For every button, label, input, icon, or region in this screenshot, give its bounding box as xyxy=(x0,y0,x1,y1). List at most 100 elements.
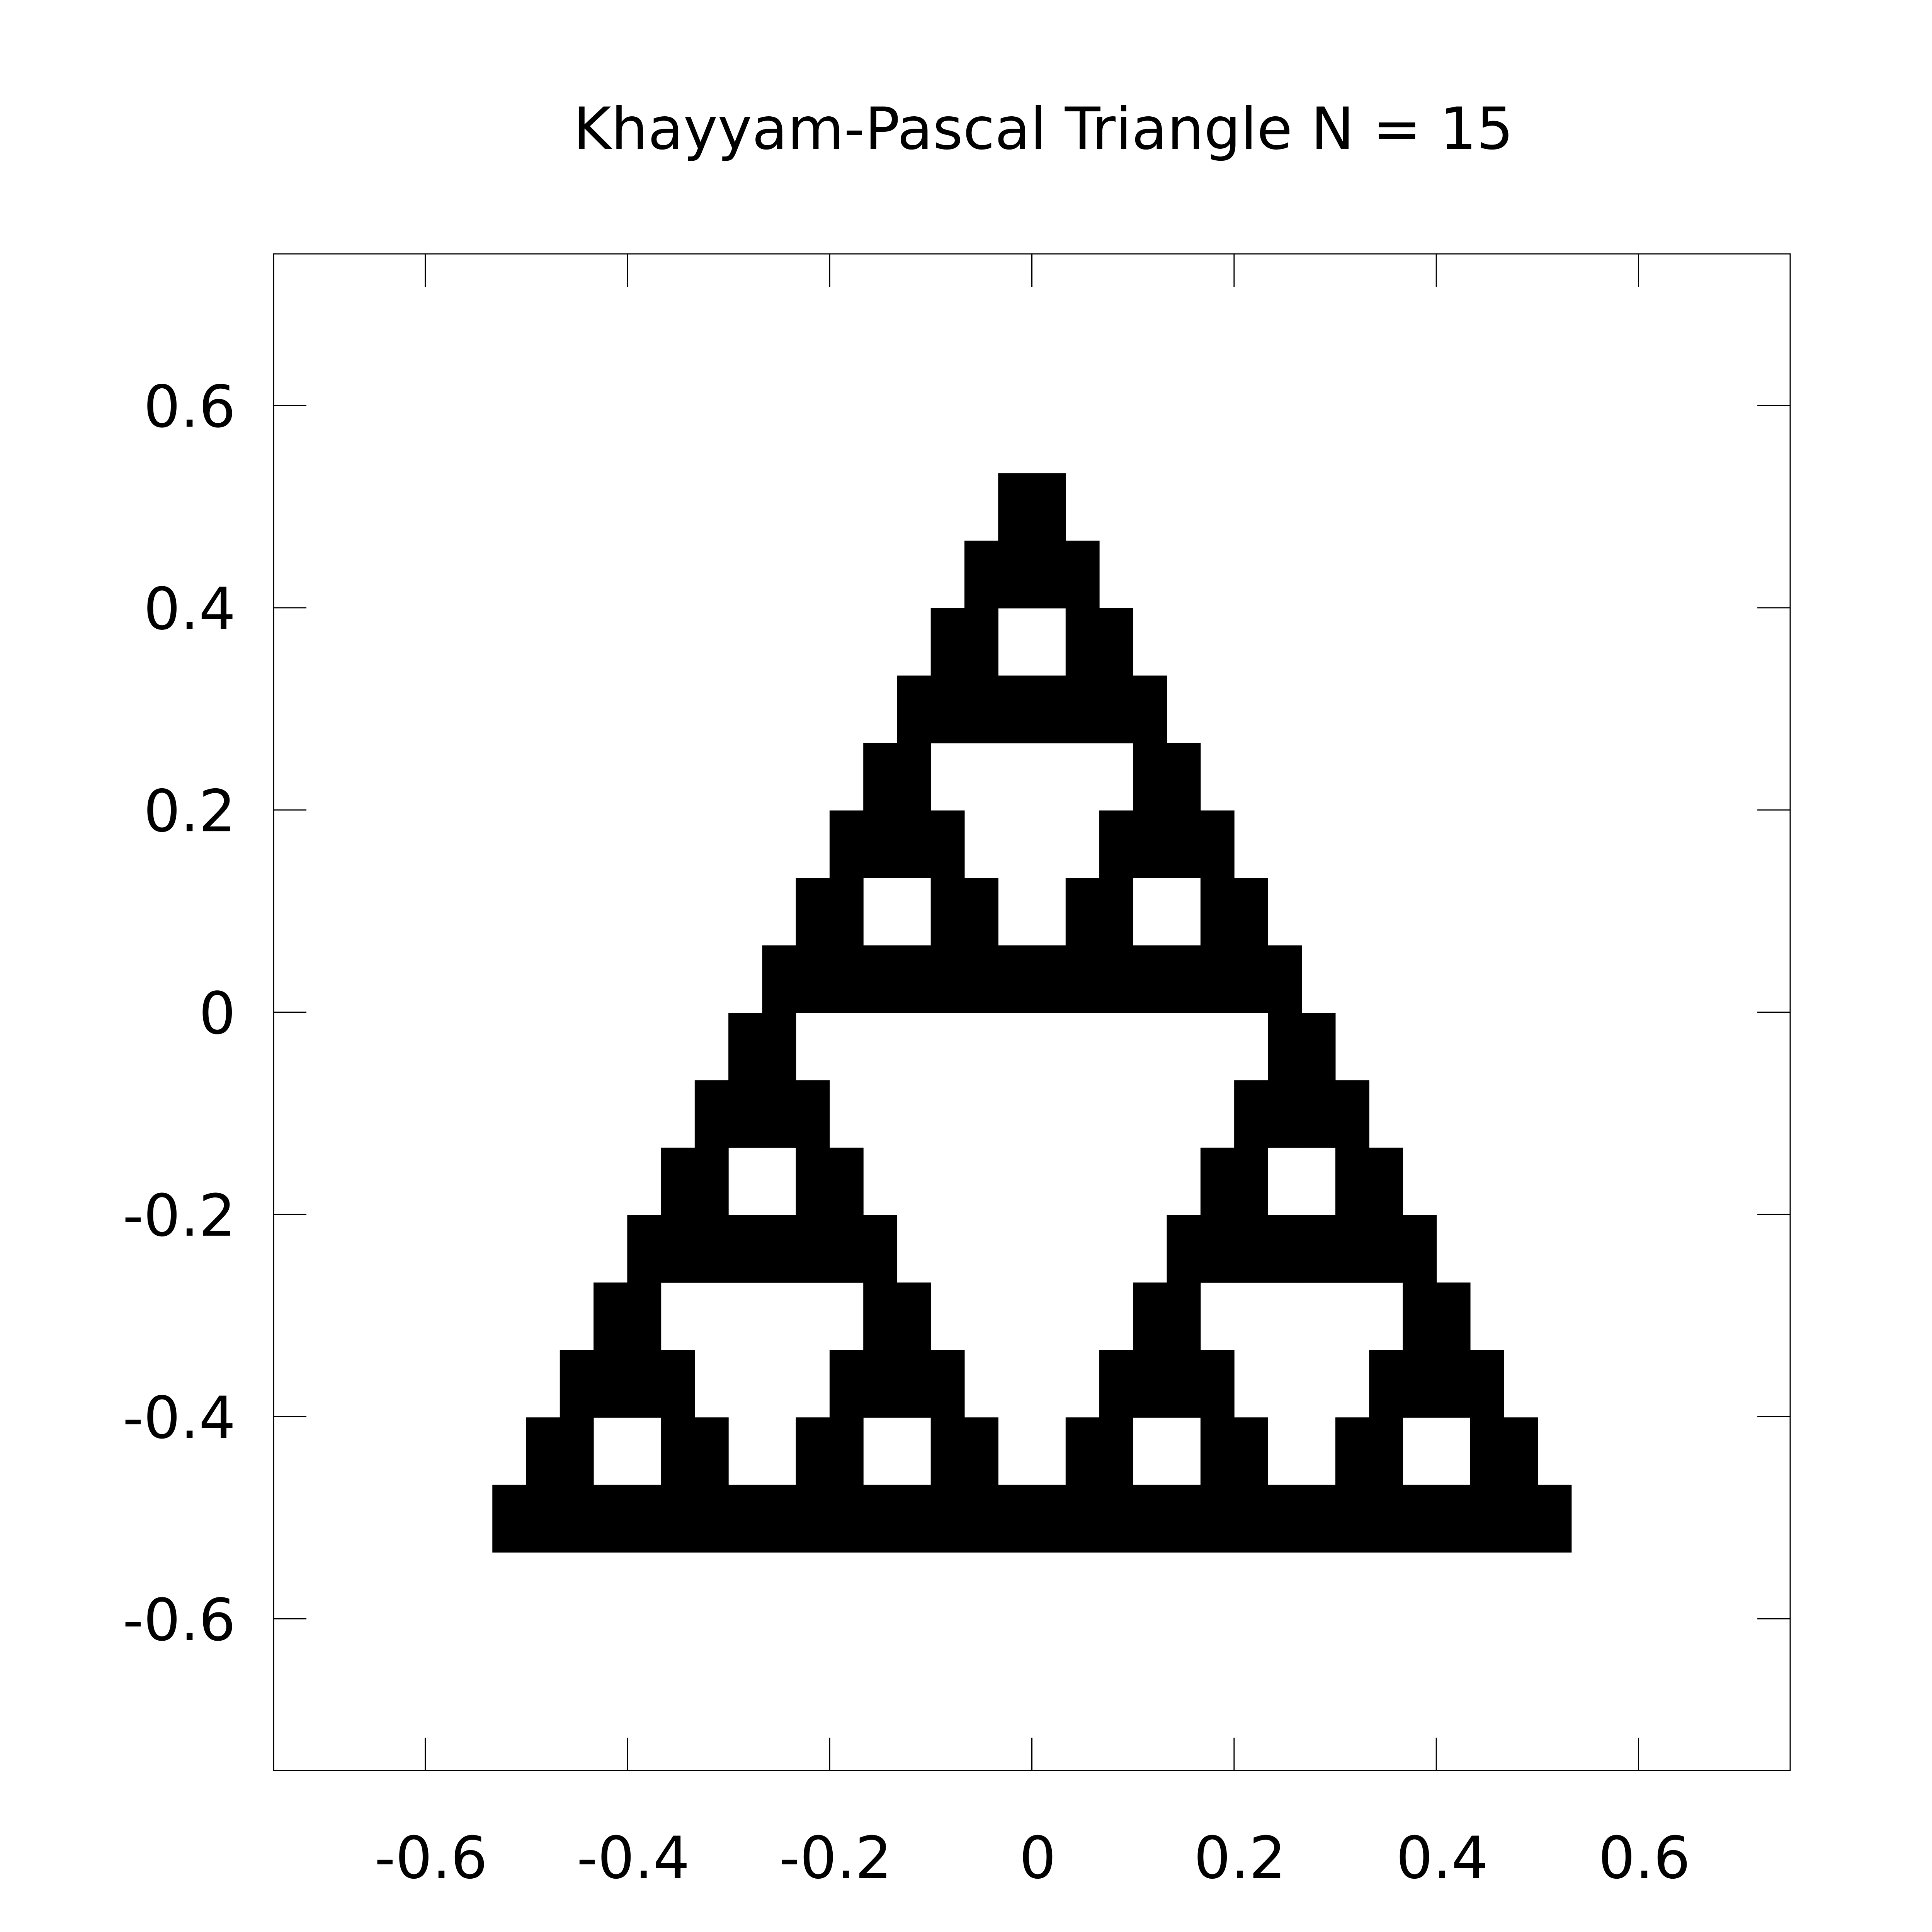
triangle-cell xyxy=(1065,1417,1133,1485)
triangle-cell xyxy=(863,743,931,811)
triangle-cell xyxy=(661,1148,729,1216)
triangle-cell xyxy=(930,1417,998,1485)
y-tick-labels: -0.6 -0.4 -0.2 0 0.2 0.4 0.6 xyxy=(122,374,236,1654)
triangle-cell xyxy=(694,1215,762,1283)
triangle-cell xyxy=(1335,1417,1403,1485)
triangle-cell xyxy=(897,675,965,743)
triangle-cell xyxy=(1234,1080,1302,1148)
triangle-cell xyxy=(1200,1417,1268,1485)
triangle-cell xyxy=(930,608,998,676)
triangle-cell xyxy=(1403,1282,1471,1350)
triangle-cell xyxy=(1167,1350,1235,1418)
y-tick-label: 0.6 xyxy=(143,374,236,441)
triangle-cell xyxy=(964,541,1032,609)
triangle-cell xyxy=(661,1417,729,1485)
triangle-cell xyxy=(1436,1485,1504,1553)
triangle-cell xyxy=(627,1350,695,1418)
triangle-cell xyxy=(1369,1485,1437,1553)
triangle-cell xyxy=(560,1485,628,1553)
triangle-cell xyxy=(1167,1485,1235,1553)
triangle-cell xyxy=(594,1282,662,1350)
triangle-cell xyxy=(762,945,830,1013)
triangle-cell xyxy=(829,1485,898,1553)
y-tick-label: -0.2 xyxy=(122,1182,236,1250)
chart-title: Khayyam-Pascal Triangle N = 15 xyxy=(573,95,1513,163)
triangle-cell xyxy=(897,810,965,878)
triangle-cell xyxy=(1369,1215,1437,1283)
triangle-cell xyxy=(897,1485,965,1553)
triangle-cells xyxy=(492,473,1572,1553)
triangle-cell xyxy=(492,1485,560,1553)
triangle-cell xyxy=(728,1013,796,1081)
triangle-cell xyxy=(1032,675,1100,743)
triangle-cell xyxy=(964,1485,1032,1553)
x-tick-label: -0.4 xyxy=(577,1825,690,1892)
x-tick-label: 0 xyxy=(1019,1825,1056,1892)
triangle-cell xyxy=(1032,1485,1100,1553)
triangle-cell xyxy=(1234,945,1302,1013)
triangle-cell xyxy=(1032,945,1100,1013)
triangle-cell xyxy=(694,1485,762,1553)
y-tick-label: 0.2 xyxy=(143,778,236,845)
triangle-cell xyxy=(1099,675,1167,743)
triangle-cell xyxy=(930,878,998,946)
triangle-cell xyxy=(1436,1350,1504,1418)
triangle-cell xyxy=(863,1282,931,1350)
axis-ticks xyxy=(274,254,1790,1770)
triangle-cell xyxy=(1200,1148,1268,1216)
triangle-cell xyxy=(897,1350,965,1418)
triangle-cell xyxy=(829,1215,898,1283)
triangle-cell xyxy=(1234,1485,1302,1553)
triangle-cell xyxy=(1301,1485,1369,1553)
x-tick-label: 0.6 xyxy=(1598,1825,1690,1892)
y-tick-label: -0.4 xyxy=(122,1384,236,1452)
triangle-cell xyxy=(762,1485,830,1553)
triangle-cell xyxy=(1268,1013,1336,1081)
triangle-cell xyxy=(694,1080,762,1148)
x-tick-label: 0.4 xyxy=(1396,1825,1488,1892)
triangle-cell xyxy=(1032,541,1100,609)
triangle-cell xyxy=(1167,810,1235,878)
triangle-cell xyxy=(796,1417,864,1485)
triangle-cell xyxy=(897,945,965,1013)
triangle-cell xyxy=(829,1350,898,1418)
triangle-cell xyxy=(1470,1417,1538,1485)
triangle-cell xyxy=(1133,1282,1201,1350)
triangle-cell xyxy=(796,878,864,946)
triangle-cell xyxy=(1369,1350,1437,1418)
triangle-cell xyxy=(1301,1215,1369,1283)
triangle-cell xyxy=(526,1417,594,1485)
triangle-cell xyxy=(1099,810,1167,878)
triangle-cell xyxy=(1167,1215,1235,1283)
triangle-cell xyxy=(964,945,1032,1013)
triangle-cell xyxy=(627,1485,695,1553)
y-tick-label: 0.4 xyxy=(143,576,236,643)
x-tick-label: -0.6 xyxy=(374,1825,488,1892)
y-tick-label: 0 xyxy=(199,980,236,1048)
triangle-cell xyxy=(829,945,898,1013)
triangle-cell xyxy=(1099,945,1167,1013)
triangle-cell xyxy=(1335,1148,1403,1216)
x-tick-labels: -0.6 -0.4 -0.2 0 0.2 0.4 0.6 xyxy=(374,1825,1690,1892)
triangle-cell xyxy=(998,473,1066,541)
triangle-cell xyxy=(1301,1080,1369,1148)
triangle-cell xyxy=(829,810,898,878)
triangle-cell xyxy=(964,675,1032,743)
triangle-cell xyxy=(1065,878,1133,946)
triangle-cell xyxy=(1099,1485,1167,1553)
triangle-cell xyxy=(1167,945,1235,1013)
triangle-cell xyxy=(762,1215,830,1283)
triangle-cell xyxy=(796,1148,864,1216)
triangle-cell xyxy=(1504,1485,1572,1553)
triangle-cell xyxy=(1133,743,1201,811)
triangle-cell xyxy=(1099,1350,1167,1418)
triangle-cell xyxy=(762,1080,830,1148)
triangle-cell xyxy=(560,1350,628,1418)
triangle-cell xyxy=(1200,878,1268,946)
triangle-cell xyxy=(1065,608,1133,676)
triangle-cell xyxy=(627,1215,695,1283)
x-tick-label: -0.2 xyxy=(779,1825,892,1892)
triangle-cell xyxy=(1234,1215,1302,1283)
y-tick-label: -0.6 xyxy=(122,1587,236,1654)
